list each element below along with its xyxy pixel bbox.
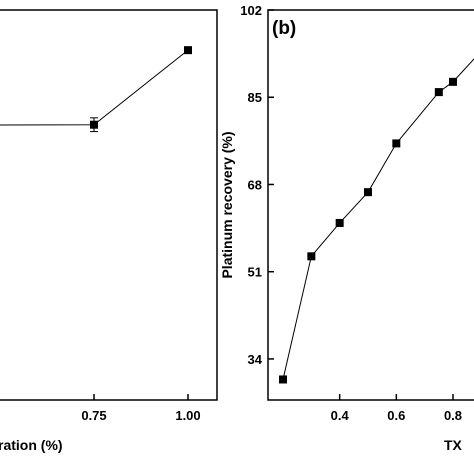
panel-b-x-tick-label: 0.4 <box>331 408 350 423</box>
panel-b-plot-frame <box>267 9 474 401</box>
panel-b-data-point <box>307 252 316 261</box>
panel-a-series-line <box>0 49 189 126</box>
panel-b-series-line <box>282 58 474 380</box>
panel-b: 34 51 68 85 102 0.4 0.6 0.8 (b) Platinum recove… <box>219 3 474 453</box>
panel-b-data-point <box>335 218 344 227</box>
panel-b-x-tick-label: 0.6 <box>387 408 405 423</box>
panel-a: 0.75 1.00 ration (%) <box>0 9 218 453</box>
panel-b-data-point <box>364 188 372 197</box>
panel-a-x-tick-label: 0.75 <box>81 408 106 423</box>
panel-b-y-tick-label: 34 <box>248 352 263 367</box>
panel-a-x-tick-label: 1.00 <box>175 408 200 423</box>
panel-b-y-axis-title: Platinum recovery (%) <box>219 131 235 278</box>
panel-b-x-tick-label: 0.8 <box>444 408 462 423</box>
panel-b-data-point <box>449 77 457 86</box>
panel-a-data-point <box>184 46 192 55</box>
panel-b-y-tick-label: 68 <box>248 177 262 192</box>
panel-b-label: (b) <box>272 18 296 39</box>
panel-b-y-tick-label: 102 <box>240 3 262 18</box>
panel-b-y-tick-label: 85 <box>248 90 262 105</box>
panel-b-data-point <box>392 139 401 148</box>
panel-b-y-tick-label: 51 <box>248 265 262 280</box>
panel-a-data-point <box>90 120 98 129</box>
panel-a-plot-frame <box>0 9 218 401</box>
panel-b-data-point <box>279 375 287 384</box>
panel-b-data-point <box>434 88 443 97</box>
panel-b-x-axis-title: TX <box>444 437 463 453</box>
panel-a-x-axis-title: ration (%) <box>0 437 63 453</box>
